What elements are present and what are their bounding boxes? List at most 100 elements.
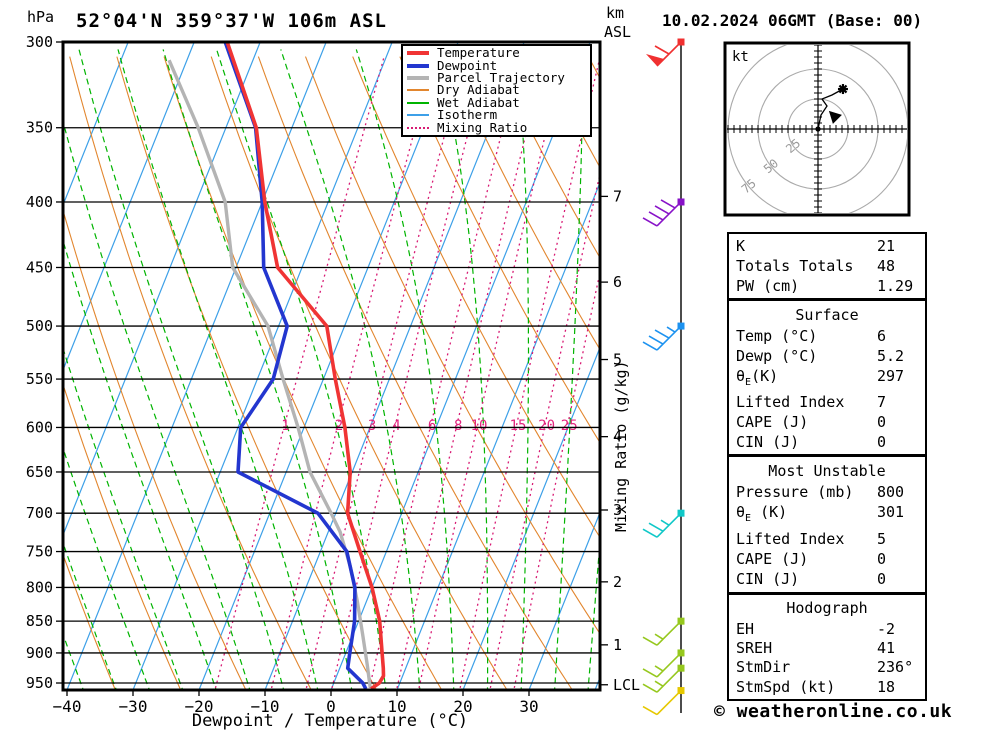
legend-item-label: Temperature [437,45,520,61]
table-row: θE(K) 297 [729,366,925,390]
page-title: 52°04'N 359°37'W 106m ASL [76,10,387,32]
legend-swatch-solid [407,51,429,56]
table-row: K 21 [729,236,925,255]
km-tick-label: 5 [613,351,622,369]
table-row-value: 6 [877,326,887,345]
hodograph-table: Hodograph EH -2 SREH 41 StmDir 236° StmSpd (kt)… [727,593,927,701]
isotherm-line [63,42,195,372]
wind-barb [642,322,685,351]
table-row: StmDir 236° [729,660,925,675]
table-row: SREH 41 [729,638,925,657]
table-row-label: CIN (J) [736,570,800,589]
dry-adiabat-line [63,553,116,690]
wet-adiabat-line [117,49,319,690]
mixing-ratio-value-label: 3 [368,418,376,434]
wet-adiabat-line [63,541,117,690]
table-row: CAPE (J) 0 [729,412,925,431]
isotherm-line [330,42,591,690]
wet-adiabat-line [280,49,421,690]
table-row: Totals Totals 48 [729,256,925,275]
legend-item-label: Dry Adiabat [437,82,520,98]
km-tick-label: 6 [613,273,622,291]
table-section-title: Hodograph [786,599,868,618]
table-row-value: 1.29 [877,276,914,295]
temp-tick-label: 30 [519,697,538,716]
pressure-tick-label: 650 [26,463,53,481]
surface-table: Surface Temp (°C) 6 Dewp (°C) 5.2 θE(K) 297 Lif… [727,299,927,456]
table-row-value: 21 [877,236,896,255]
pressure-tick-label: 400 [26,193,53,211]
legend-item: Temperature [403,45,590,61]
dry-adiabat-line [163,56,443,690]
isotherm-line [63,42,261,537]
wind-barb [642,509,685,538]
legend-swatch-solid [407,89,429,92]
mixing-ratio-value-label: 1 [281,418,289,434]
dry-adiabat-line [304,56,600,635]
legend-item: Mixing Ratio [403,119,590,135]
legend-item: Wet Adiabat [403,96,590,109]
mixing-ratio-value-label: 15 [510,418,527,434]
table-row: StmSpd (kt) 18 [729,677,925,696]
pressure-tick-label: 800 [26,578,53,596]
table-row-value: 0 [877,549,887,568]
table-row-label: StmSpd (kt) [736,677,836,696]
table-row-value: 48 [877,256,896,275]
pressure-tick-label: 450 [26,258,53,276]
table-row-value: 5.2 [877,346,905,365]
asl-unit-label: ASL [604,23,632,41]
isotherm-line [132,42,393,690]
table-row-value: 5 [877,529,887,548]
table-row-value: 297 [877,366,905,385]
table-row-label: Pressure (mb) [736,482,854,501]
mixing-ratio-value-label: 8 [454,418,462,434]
km-tick-label: 7 [613,187,622,205]
mixing-ratio-line [368,56,522,690]
legend-swatch-solid [407,114,429,117]
table-row-label: CAPE (J) [736,412,809,431]
temp-tick-label: 20 [453,697,472,716]
legend-item-label: Mixing Ratio [437,119,528,135]
table-row-label: θE (K) [736,503,788,525]
wind-barb [642,664,685,693]
dry-adiabat-line [63,208,247,690]
most-unstable-table: Most Unstable Pressure (mb) 800 θE (K) 301 Li… [727,455,927,594]
dry-adiabat-line [493,56,600,259]
dry-adiabat-line [352,56,600,539]
table-row-label: PW (cm) [736,276,800,295]
hodograph-trace-end-marker [838,84,848,94]
x-axis-title: Dewpoint / Temperature (°C) [192,711,468,731]
temperature-curve [225,42,386,690]
table-row-value: 0 [877,412,887,431]
temp-tick-label: 10 [387,697,406,716]
wind-barb [646,38,685,67]
temp-tick-label: −40 [53,697,82,716]
table-section-title: Surface [795,305,859,324]
km-tick-label: 3 [613,501,622,519]
wet-adiabat-line [438,49,489,690]
mixing-ratio-line [417,56,565,690]
table-row: θE (K) 301 [729,505,925,526]
mixing-ratio-value-label: 2 [335,418,343,434]
km-tick-label: 2 [613,573,622,591]
mixing-ratio-line [489,170,600,690]
table-row-value: 7 [877,392,887,411]
table-row: Lifted Index 7 [729,392,925,411]
pressure-tick-label: 900 [26,644,53,662]
wet-adiabat-line [162,49,353,690]
lcl-label: LCL [613,676,640,694]
pressure-tick-label: 500 [26,317,53,335]
table-row-label: SREH [736,638,773,657]
table-row: Dewp (°C) 5.2 [729,346,925,365]
table-row-label: StmDir [736,658,791,677]
km-tick-label: 1 [613,636,622,654]
mixing-ratio-line [330,56,489,690]
wet-adiabat-line [63,238,217,690]
mixing-ratio-line [513,269,600,690]
wet-adiabat-line [63,346,184,690]
pressure-tick-label: 350 [26,119,53,137]
hodograph-unit-label: kt [732,49,749,65]
dry-adiabat-line [257,56,573,690]
wet-adiabat-line [355,49,455,690]
